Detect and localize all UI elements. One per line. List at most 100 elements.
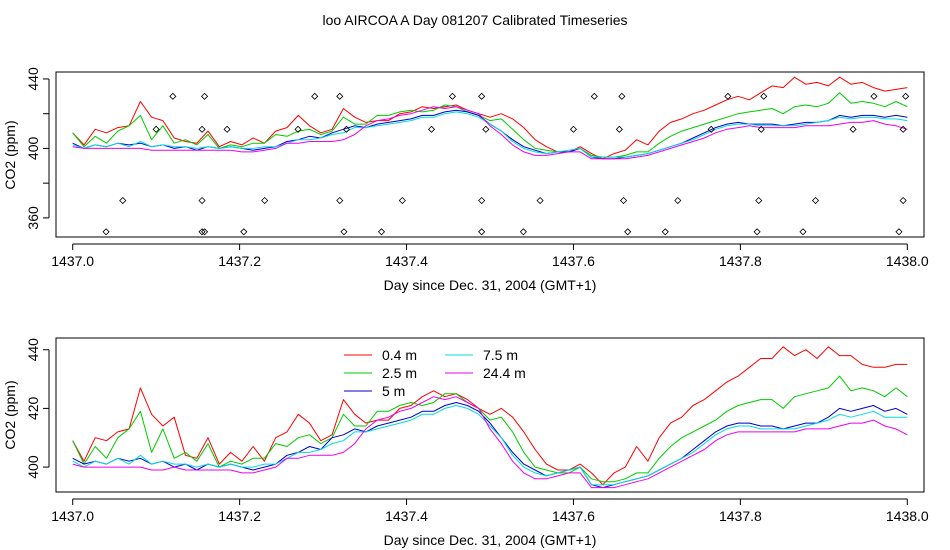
legend-label: 24.4 m <box>483 365 526 381</box>
y-tick-label: 420 <box>25 397 41 421</box>
diamond-marker <box>240 228 248 236</box>
legend-item: 24.4 m <box>445 365 526 381</box>
legend-item: 0.4 m <box>344 347 417 363</box>
diamond-marker <box>478 196 486 205</box>
legend: 0.4 m 2.5 m 5 m 7.5 m 24.4 m <box>344 347 526 399</box>
diamond-marker <box>169 92 177 100</box>
diamond-marker <box>340 228 348 236</box>
x-tick-label: 1437.8 <box>719 508 762 524</box>
diamond-marker <box>152 125 160 133</box>
diamond-marker <box>760 92 768 100</box>
diamond-marker <box>478 92 486 100</box>
x-axis: 1437.0 1437.2 1437.4 1437.6 1437.8 1438.0 <box>51 498 929 524</box>
y-axis: 400 420 440 <box>25 338 50 479</box>
x-tick-label: 1437.0 <box>51 508 94 524</box>
series-line <box>72 76 908 160</box>
diamond-marker <box>899 196 907 205</box>
x-tick-label: 1438.0 <box>886 508 929 524</box>
diamond-marker <box>615 125 623 133</box>
diamond-marker <box>755 196 763 205</box>
y-tick-label: 440 <box>25 338 41 362</box>
diamond-marker <box>899 125 907 133</box>
legend-label: 7.5 m <box>483 347 518 363</box>
legend-item: 7.5 m <box>445 347 518 363</box>
series-line <box>72 111 908 158</box>
legend-item: 2.5 m <box>344 365 417 381</box>
diamond-marker <box>799 228 807 236</box>
diamond-marker <box>198 125 206 133</box>
diamond-marker <box>895 228 903 236</box>
y-tick-label: 360 <box>25 206 41 230</box>
plot-frame <box>55 71 925 238</box>
plot-frame <box>55 337 925 493</box>
diamond-marker <box>811 196 820 205</box>
diamond-marker <box>619 196 628 205</box>
diamond-marker <box>398 196 406 205</box>
diamond-marker <box>624 228 632 236</box>
legend-item: 5 m <box>344 383 405 399</box>
y-axis-label: CO2 (ppm) <box>2 380 18 449</box>
marker-layer <box>102 92 910 236</box>
diamond-marker <box>482 125 490 133</box>
diamond-marker <box>661 228 669 236</box>
x-tick-label: 1437.2 <box>218 253 261 269</box>
diamond-marker <box>618 92 626 100</box>
diamond-marker <box>753 228 761 236</box>
legend-label: 0.4 m <box>382 347 417 363</box>
series-line <box>72 396 908 489</box>
x-tick-label: 1437.4 <box>385 508 428 524</box>
y-tick-label: 400 <box>25 137 41 161</box>
x-axis: 1437.0 1437.2 1437.4 1437.6 1437.8 1438.0 <box>51 243 929 269</box>
x-axis-label: Day since Dec. 31, 2004 (GMT+1) <box>384 277 597 293</box>
diamond-marker <box>902 92 910 100</box>
diamond-marker <box>519 228 527 236</box>
x-tick-label: 1437.0 <box>51 253 94 269</box>
diamond-marker <box>478 228 486 236</box>
diamond-marker <box>200 92 209 100</box>
legend-label: 2.5 m <box>382 365 417 381</box>
diamond-marker <box>102 228 110 236</box>
diamond-marker <box>757 125 765 133</box>
diamond-marker <box>674 196 682 205</box>
diamond-marker <box>377 228 386 236</box>
series-layer <box>72 346 908 489</box>
panel-top: 1437.0 1437.2 1437.4 1437.6 1437.8 1438.0 360… <box>2 67 929 293</box>
x-tick-label: 1437.6 <box>552 508 595 524</box>
diamond-marker <box>198 228 206 236</box>
series-line <box>72 375 908 483</box>
diamond-marker <box>223 125 231 133</box>
diamond-marker <box>336 196 344 205</box>
diamond-marker <box>336 92 344 100</box>
x-tick-label: 1437.6 <box>552 253 595 269</box>
legend-label: 5 m <box>382 383 405 399</box>
panel-bottom: 1437.0 1437.2 1437.4 1437.6 1437.8 1438.0 400… <box>2 337 929 548</box>
series-line <box>72 106 908 160</box>
diamond-marker <box>724 92 732 100</box>
series-line <box>72 92 908 158</box>
y-axis: 360 400 440 <box>25 67 50 230</box>
x-tick-label: 1437.8 <box>719 253 762 269</box>
series-line <box>72 346 908 486</box>
diamond-marker <box>569 125 578 133</box>
diamond-marker <box>849 125 857 133</box>
diamond-marker <box>448 92 457 100</box>
diamond-marker <box>870 92 878 100</box>
diamond-marker <box>198 196 206 205</box>
diamond-marker <box>200 228 209 236</box>
diamond-marker <box>294 125 302 133</box>
diamond-marker <box>261 196 269 205</box>
diamond-marker <box>311 92 319 100</box>
x-tick-label: 1437.4 <box>385 253 428 269</box>
diamond-marker <box>119 196 127 205</box>
y-tick-label: 400 <box>25 455 41 479</box>
x-axis-label: Day since Dec. 31, 2004 (GMT+1) <box>384 532 597 548</box>
series-line <box>72 405 908 486</box>
y-axis-label: CO2 (ppm) <box>2 120 18 189</box>
series-layer <box>72 76 908 160</box>
x-tick-label: 1438.0 <box>886 253 929 269</box>
x-tick-label: 1437.2 <box>218 508 261 524</box>
diamond-marker <box>342 125 351 133</box>
figure-title: loo AIRCOA A Day 081207 Calibrated Times… <box>322 12 627 28</box>
diamond-marker <box>590 92 598 100</box>
diamond-marker <box>707 125 715 133</box>
